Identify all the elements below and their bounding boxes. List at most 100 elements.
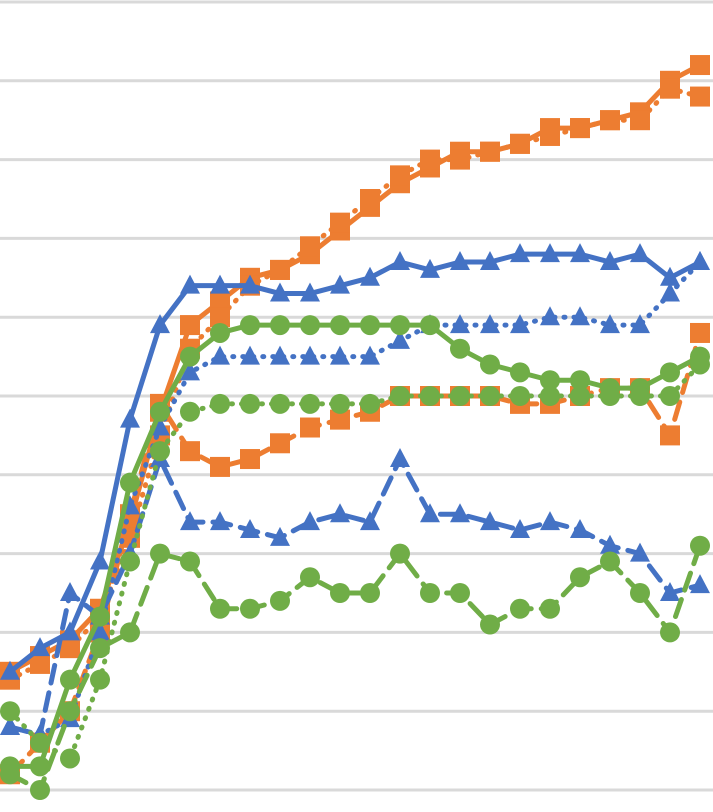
marker [270,393,290,414]
marker [660,282,680,302]
marker [210,307,230,328]
marker [120,622,140,643]
marker [510,314,530,334]
marker [390,165,410,186]
marker [660,266,680,286]
marker [240,598,260,619]
marker [330,503,350,523]
marker [450,314,470,334]
marker [330,274,350,294]
marker [480,314,500,334]
marker [150,314,170,334]
marker [300,393,320,414]
marker [360,315,380,336]
marker [630,583,650,603]
marker [480,251,500,271]
marker [630,542,650,562]
marker [300,417,320,438]
marker [690,251,710,271]
marker [300,315,320,336]
marker [570,567,590,588]
marker [570,306,590,326]
marker [660,425,680,446]
marker [360,583,380,603]
marker [120,472,140,493]
marker [210,511,230,531]
series [0,243,710,680]
marker [150,416,170,436]
marker [330,212,350,233]
marker [330,315,350,336]
marker [510,243,530,263]
series-line [7,322,703,769]
marker [270,526,290,546]
marker [480,386,500,406]
marker [30,637,50,657]
series [0,315,710,777]
marker [630,110,650,131]
marker [390,448,410,468]
marker [690,86,710,107]
marker [420,315,440,336]
marker [540,243,560,263]
marker [390,329,410,349]
marker [630,243,650,263]
marker [210,322,230,343]
marker [180,551,200,572]
marker [480,141,500,162]
marker [30,780,50,800]
marker [630,314,650,334]
marker [240,518,260,538]
marker [450,386,470,406]
marker [210,393,230,414]
marker [210,274,230,294]
marker [90,669,110,690]
marker [300,567,320,588]
marker [30,756,50,777]
marker [120,551,140,572]
marker [0,660,20,680]
marker [270,433,290,454]
marker [600,110,620,131]
marker [540,125,560,146]
marker [270,315,290,336]
marker [630,386,650,406]
marker [390,315,410,336]
marker [210,291,230,312]
marker [390,251,410,271]
marker [180,315,200,336]
marker [450,583,470,603]
marker [240,449,260,470]
marker [480,511,500,531]
marker [210,598,230,619]
marker [570,386,590,406]
marker [60,748,80,769]
marker [360,189,380,209]
series-line [7,361,703,761]
marker [510,362,530,383]
marker [270,259,290,280]
marker [180,274,200,294]
marker [690,574,710,594]
marker [420,149,440,170]
marker [270,590,290,611]
marker [270,345,290,365]
marker [420,503,440,523]
marker [180,346,200,367]
marker [480,614,500,635]
marker [180,361,200,381]
marker [360,266,380,286]
marker [180,511,200,531]
marker [60,701,80,722]
marker [660,362,680,383]
marker [90,638,110,659]
marker [390,543,410,564]
marker [540,386,560,406]
marker [330,583,350,603]
marker [600,386,620,406]
marker [540,370,560,391]
marker [450,251,470,271]
marker [480,354,500,375]
marker [150,401,170,422]
